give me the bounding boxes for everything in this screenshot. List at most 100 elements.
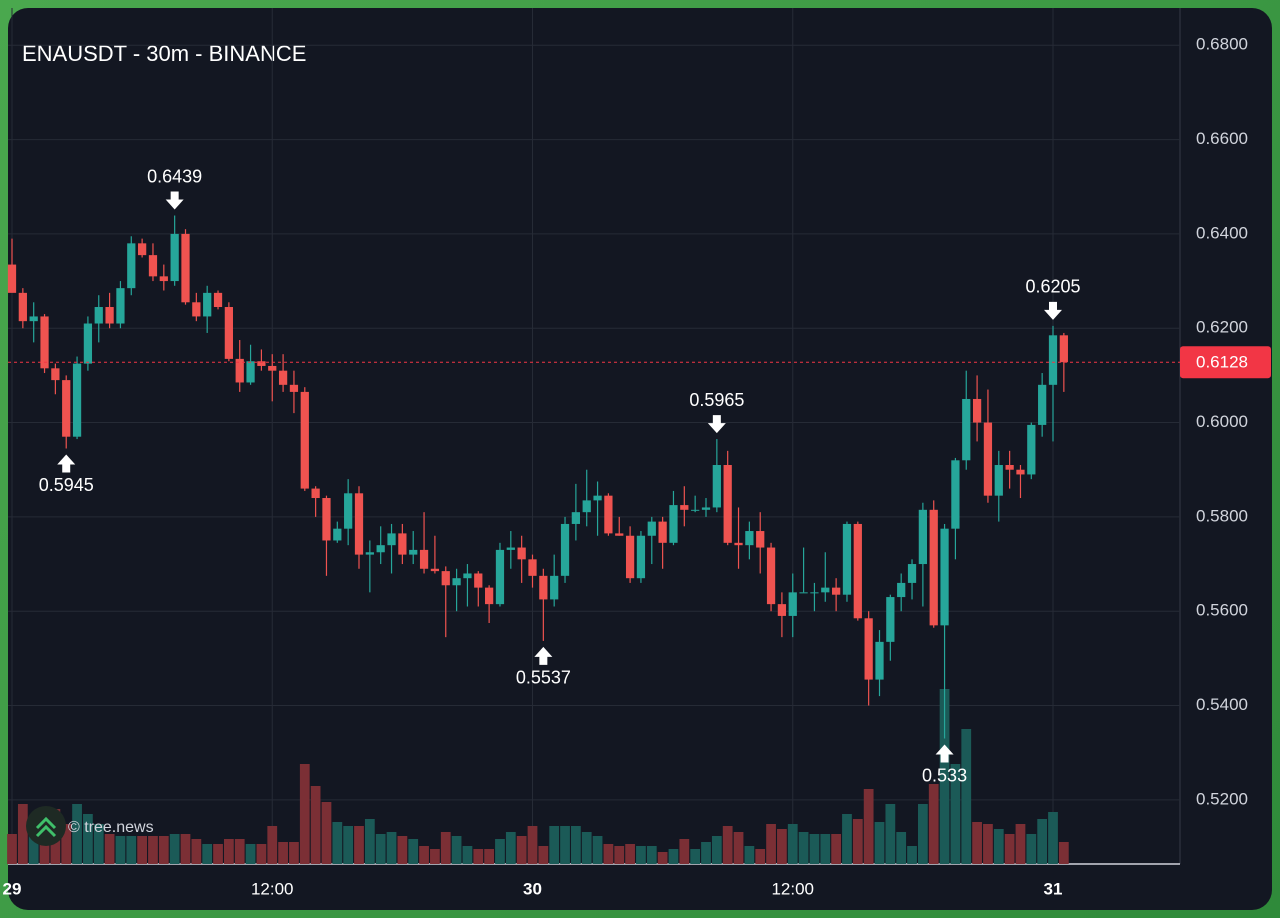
volume-bar [343,826,354,864]
candle-body [387,533,396,546]
volume-bar [234,839,245,864]
high-label: 0.6439 [147,166,202,186]
low-label: 0.533 [922,765,967,785]
candle-body [799,592,808,594]
volume-bar [516,836,527,864]
volume-bar [72,804,82,864]
volume-bar [137,836,148,864]
y-tick-label: 0.5600 [1196,601,1248,620]
candle-body [712,465,721,508]
low-label: 0.5537 [516,668,571,688]
volume-bar [1004,834,1015,864]
candle-body [994,465,1003,496]
candle-body [680,505,689,510]
candle-body [333,528,342,541]
volume-bar [809,834,820,864]
volume-bar [636,846,646,864]
candle-body [181,233,190,303]
candle-body [517,547,526,560]
volume-bar [592,836,603,864]
candle-body [398,533,407,555]
candle-body [810,592,819,594]
candle-body [159,276,168,282]
volume-bar [484,849,495,864]
volume-bar [1037,819,1048,864]
volume-bar [885,804,896,864]
candle-body [766,547,776,605]
candle-body [354,493,364,555]
volume-bar [430,849,440,864]
candle-body [832,587,841,595]
volume-bar [256,844,267,864]
candle-body [658,521,667,543]
candle-body [571,512,580,524]
volume-bar [603,844,614,864]
arrow-up [534,646,553,665]
candle-body [203,292,212,317]
candle-body [1059,335,1068,363]
volume-bar [950,764,961,864]
x-tick-label: 12:00 [771,879,814,898]
candle-body [289,384,299,392]
volume-bar [310,786,321,864]
candle-body [72,363,82,437]
volume-bar [83,814,93,864]
y-tick-label: 0.6600 [1196,129,1248,148]
candle-body [886,597,895,642]
volume-bar [473,849,484,864]
candle-body [691,509,700,511]
volume-bar [364,819,375,864]
volume-bar [61,824,72,864]
volume-bar [570,826,581,864]
candle-body [853,523,862,619]
volume-bar [462,846,473,864]
volume-bar [625,844,635,864]
volume-bar [440,832,451,864]
watermark: © tree.news [68,819,154,836]
candle-body [278,370,288,385]
candle-body [213,292,223,308]
high-label: 0.6205 [1025,277,1080,297]
candle-body [474,573,483,588]
volume-bar [1058,842,1069,864]
candle-body [723,465,732,543]
volume-bar [668,849,679,864]
candle-body [116,288,125,324]
candle-body [235,358,244,383]
volume-bar [863,789,874,864]
y-tick-label: 0.6200 [1196,318,1248,337]
volume-bar [495,839,505,864]
volume-bar [354,826,364,864]
candle-body [192,302,201,317]
candle-body [105,307,114,324]
high-label: 0.5965 [689,390,744,410]
volume-bar [657,852,668,864]
volume-bar [1015,824,1026,864]
candle-body [918,509,927,565]
candle-body [322,498,331,541]
candle-body [376,545,385,553]
candle-body [625,535,635,579]
volume-bar [646,846,657,864]
volume-bar [733,832,744,864]
candle-body [821,587,830,593]
volume-bar [722,826,733,864]
volume-bar [852,819,863,864]
y-tick-label: 0.5200 [1196,789,1248,808]
candle-body [344,493,353,529]
candle-body [864,618,873,680]
volume-bar [1048,812,1058,864]
arrow-down [1044,301,1062,320]
candle-body [40,316,49,369]
volume-bar [180,834,191,864]
volume-bar [939,689,950,864]
arrow-up [935,744,954,763]
candle-body [1048,335,1058,385]
candle-body [560,523,570,576]
volume-bar [213,844,223,864]
volume-bar [581,832,592,864]
candle-body [246,361,255,383]
volume-bar [278,842,288,864]
candle-body [94,307,103,324]
